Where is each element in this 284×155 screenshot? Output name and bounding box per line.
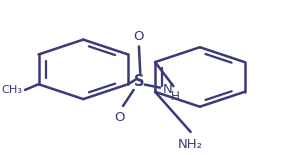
Text: O: O — [134, 30, 144, 43]
Text: H: H — [171, 90, 180, 103]
Text: NH₂: NH₂ — [178, 138, 203, 151]
Text: CH₃: CH₃ — [1, 85, 22, 95]
Text: O: O — [114, 111, 124, 124]
Text: S: S — [134, 74, 144, 89]
Text: N: N — [163, 83, 173, 96]
